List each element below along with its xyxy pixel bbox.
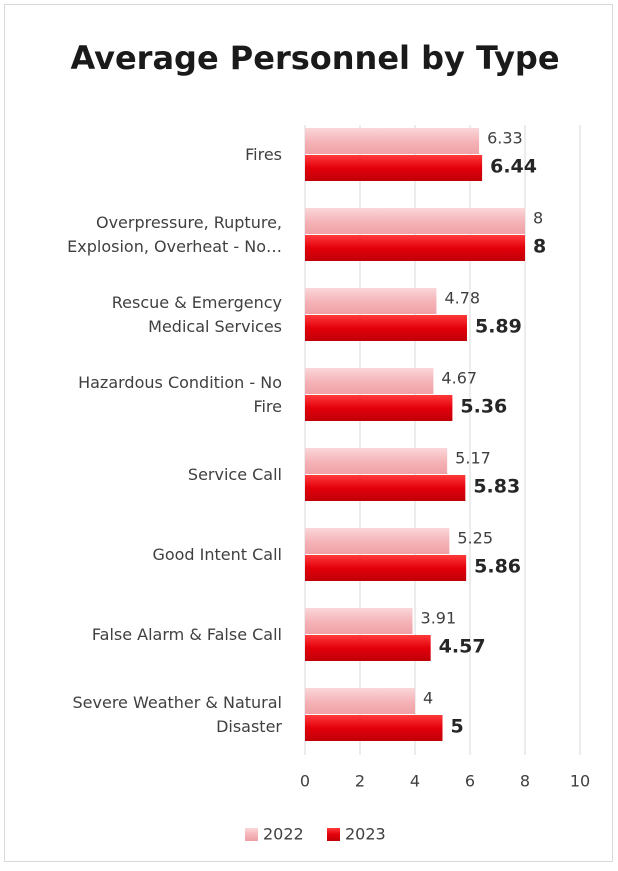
category-line: Fire	[253, 397, 282, 416]
legend-swatch	[245, 828, 258, 841]
data-label: 5.17	[455, 449, 491, 468]
bar	[305, 395, 453, 421]
chart-title: Average Personnel by Type	[70, 39, 559, 77]
category-line: Service Call	[188, 465, 282, 484]
legend-swatch	[327, 828, 340, 841]
legend-label: 2023	[345, 825, 386, 844]
x-tick-label: 0	[300, 772, 310, 791]
data-label: 5.89	[475, 316, 522, 338]
data-label: 6.33	[487, 129, 523, 148]
bar	[305, 635, 431, 661]
bar	[305, 608, 413, 634]
bar	[305, 208, 525, 234]
bar	[305, 688, 415, 714]
data-label: 5.36	[460, 396, 507, 418]
category-label: Rescue & Emergency Medical Services	[112, 293, 282, 336]
data-label: 8	[533, 209, 543, 228]
category-label: Severe Weather & Natural Disaster	[73, 693, 283, 736]
bar	[305, 715, 443, 741]
category-line: Good Intent Call	[152, 545, 282, 564]
category-line: Rescue & Emergency	[112, 293, 282, 312]
category-label: False Alarm & False Call	[92, 625, 282, 644]
category-line: Overpressure, Rupture,	[96, 213, 282, 232]
category-line: Explosion, Overheat - No…	[67, 237, 282, 256]
bar	[305, 475, 466, 501]
category-label: Fires	[245, 145, 282, 164]
category-label: Service Call	[188, 465, 282, 484]
category-line: Severe Weather & Natural	[73, 693, 283, 712]
x-tick-label: 6	[465, 772, 475, 791]
data-label: 4.67	[441, 369, 477, 388]
bar	[305, 528, 450, 554]
data-label: 6.44	[490, 156, 537, 178]
data-label: 5.86	[474, 556, 521, 578]
bar	[305, 288, 437, 314]
bar	[305, 448, 448, 474]
category-label: Good Intent Call	[152, 545, 282, 564]
legend-label: 2022	[263, 825, 304, 844]
data-label: 4	[423, 689, 433, 708]
data-label: 4.57	[439, 636, 486, 658]
x-tick-label: 4	[410, 772, 420, 791]
category-line: Fires	[245, 145, 282, 164]
category-line: False Alarm & False Call	[92, 625, 282, 644]
data-label: 3.91	[421, 609, 457, 628]
data-label: 5	[451, 716, 464, 738]
x-tick-label: 10	[570, 772, 590, 791]
bar	[305, 315, 467, 341]
category-line: Medical Services	[148, 317, 282, 336]
bar	[305, 155, 483, 181]
data-label: 5.83	[473, 476, 520, 498]
data-label: 8	[533, 236, 546, 258]
data-label: 4.78	[444, 289, 480, 308]
bar	[305, 368, 434, 394]
bar	[305, 555, 467, 581]
category-line: Hazardous Condition - No	[78, 373, 282, 392]
x-tick-label: 2	[355, 772, 365, 791]
bar	[305, 235, 525, 261]
category-line: Disaster	[216, 717, 282, 736]
data-label: 5.25	[457, 529, 493, 548]
x-tick-label: 8	[520, 772, 530, 791]
bar	[305, 128, 480, 154]
category-label: Hazardous Condition - No Fire	[78, 373, 282, 416]
category-label: Overpressure, Rupture, Explosion, Overhea…	[67, 213, 282, 256]
